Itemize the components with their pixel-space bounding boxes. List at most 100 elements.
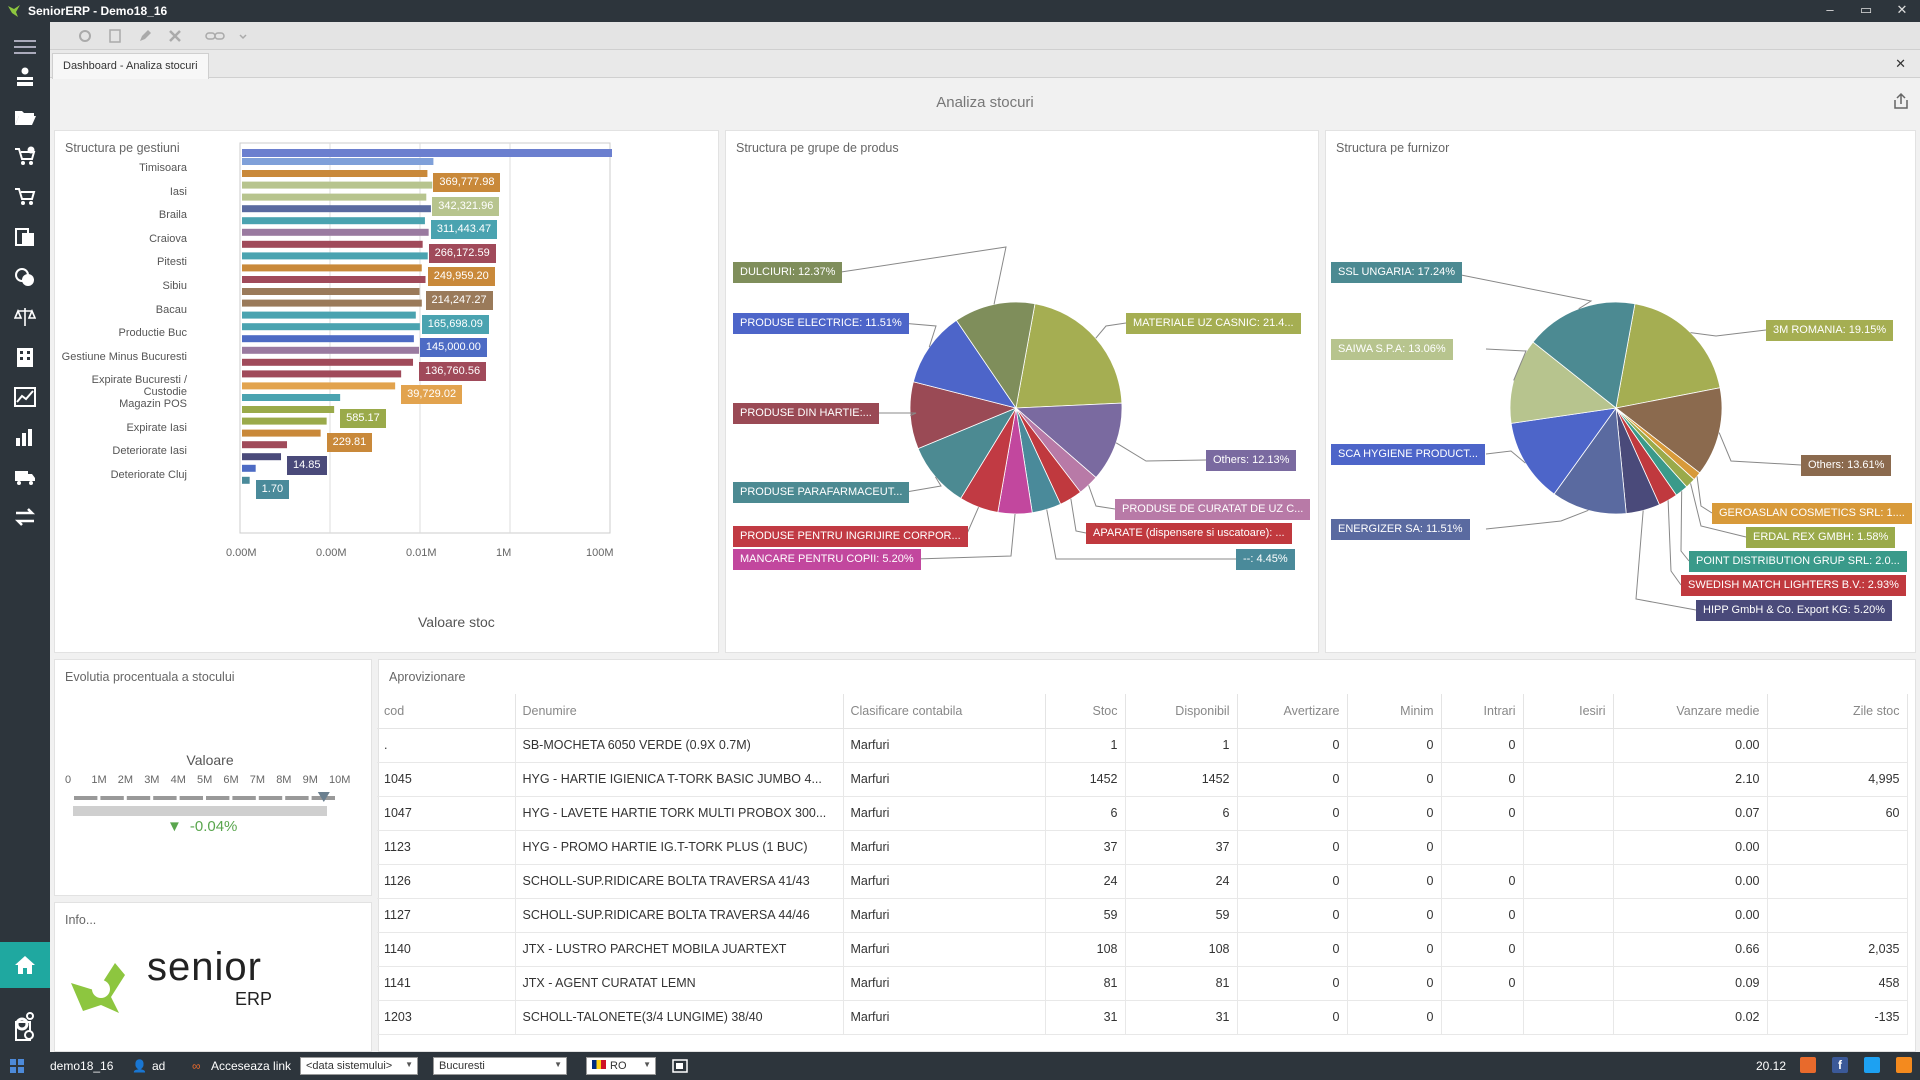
facebook-icon[interactable]: f [1832, 1057, 1848, 1073]
table-cell: Marfuri [843, 932, 1046, 967]
tab-dashboard[interactable]: Dashboard - Analiza stocuri [52, 53, 209, 79]
org-chart-icon[interactable] [8, 62, 42, 92]
link-icon[interactable]: ∞ [192, 1059, 201, 1073]
table-row[interactable]: 1203 SCHOLL-TALONETE(3/4 LUNGIME) 38/40 Ma… [377, 1000, 1908, 1035]
folder-open-icon[interactable] [8, 102, 42, 132]
pie-label: MANCARE PENTRU COPII: 5.20% [733, 549, 921, 570]
column-header[interactable]: Disponibil [1125, 694, 1238, 729]
bar [242, 346, 420, 354]
data-label: 249,959.20 [427, 267, 495, 287]
chevron-down-icon[interactable] [238, 29, 248, 43]
rss-icon[interactable] [1896, 1057, 1912, 1073]
table-cell: 108 [1045, 932, 1126, 967]
report-search-icon[interactable] [8, 1016, 42, 1046]
column-header[interactable]: Denumire [515, 694, 844, 729]
column-header[interactable]: Clasificare contabila [843, 694, 1046, 729]
bar [242, 299, 422, 307]
leader-line [1485, 450, 1526, 464]
y-tick-label: Timisoara [139, 162, 187, 174]
minimize-button[interactable]: – [1826, 2, 1834, 17]
documents-icon[interactable] [8, 222, 42, 252]
table-row[interactable]: . SB-MOCHETA 6050 VERDE (0.9X 0.7M) Marfur… [377, 728, 1908, 763]
language-value: RO [610, 1060, 627, 1072]
delete-icon[interactable] [168, 29, 182, 43]
trend-chart-icon[interactable] [8, 382, 42, 412]
table-cell [1523, 796, 1614, 831]
twitter-icon[interactable] [1864, 1057, 1880, 1073]
balance-scale-icon[interactable] [8, 302, 42, 332]
leader-line [1088, 485, 1116, 510]
column-header[interactable]: Zile stoc [1767, 694, 1908, 729]
table-row[interactable]: 1123 HYG - PROMO HARTIE IG.T-TORK PLUS (1… [377, 830, 1908, 865]
maximize-button[interactable]: ▭ [1859, 2, 1873, 17]
close-window-button[interactable]: ✕ [1896, 2, 1908, 17]
table-row[interactable]: 1141 JTX - AGENT CURATAT LEMN Marfuri 81 81 0… [377, 966, 1908, 1001]
table-cell: 59 [1045, 898, 1126, 933]
x-tick-label: 0.00M [226, 547, 257, 559]
data-label: 214,247.27 [425, 291, 493, 310]
table-row[interactable]: 1140 JTX - LUSTRO PARCHET MOBILA JUARTEXT… [377, 932, 1908, 967]
language-select[interactable]: RO ▼ [586, 1057, 656, 1075]
column-header[interactable]: Avertizare [1237, 694, 1348, 729]
app-icon[interactable] [1800, 1057, 1816, 1073]
pie-label: POINT DISTRIBUTION GRUP SRL: 2.0... [1689, 551, 1907, 572]
window-icon[interactable] [672, 1058, 688, 1074]
table-cell: SB-MOCHETA 6050 VERDE (0.9X 0.7M) [515, 728, 844, 763]
transfer-icon[interactable] [8, 502, 42, 532]
building-icon[interactable] [8, 342, 42, 372]
column-header[interactable]: Minim [1347, 694, 1442, 729]
column-header[interactable]: Iesiri [1523, 694, 1614, 729]
link-icon[interactable] [205, 29, 225, 43]
cart-icon[interactable] [8, 182, 42, 212]
pie-label: PRODUSE ELECTRICE: 11.51% [733, 313, 909, 334]
user-name[interactable]: ad [152, 1059, 166, 1073]
table-cell: SCHOLL-SUP.RIDICARE BOLTA TRAVERSA 44/46 [515, 898, 844, 933]
column-header[interactable]: Intrari [1441, 694, 1524, 729]
table-cell: 0 [1347, 796, 1442, 831]
export-icon[interactable] [1892, 92, 1910, 110]
access-link[interactable]: Acceseaza link [211, 1059, 292, 1073]
city-select[interactable]: Bucuresti ▼ [433, 1057, 567, 1075]
pie-slice [1615, 303, 1721, 409]
table-row[interactable]: 1047 HYG - LAVETE HARTIE TORK MULTI PROBO… [377, 796, 1908, 831]
refresh-icon[interactable] [78, 29, 92, 43]
status-bar: demo18_16 👤 ad ∞ Acceseaza link <data si… [0, 1052, 1920, 1080]
leader-line [1635, 510, 1697, 611]
gauge-tick-label: 0 [65, 774, 72, 786]
tab-strip: Dashboard - Analiza stocuri ✕ [50, 50, 1920, 79]
date-select[interactable]: <data sistemului> ▼ [300, 1057, 418, 1075]
user-icon[interactable]: 👤 [132, 1059, 147, 1073]
new-document-icon[interactable] [108, 29, 122, 43]
aprovizionare-table: cod Denumire Clasificare contabila Stoc Disp… [377, 694, 1908, 1035]
date-select-value: <data sistemului> [306, 1060, 393, 1072]
table-cell: Marfuri [843, 830, 1046, 865]
bar [242, 441, 288, 449]
delta-value: -0.04% [189, 818, 238, 835]
table-row[interactable]: 1127 SCHOLL-SUP.RIDICARE BOLTA TRAVERSA 4… [377, 898, 1908, 933]
leader-line [1095, 322, 1127, 339]
column-header[interactable]: Stoc [1045, 694, 1126, 729]
table-row[interactable]: 1126 SCHOLL-SUP.RIDICARE BOLTA TRAVERSA 4… [377, 864, 1908, 899]
data-label: 145,000.00 [419, 338, 487, 358]
table-row[interactable]: 1045 HYG - HARTIE IGIENICA T-TORK BASIC J… [377, 762, 1908, 797]
grid-icon[interactable] [10, 1059, 26, 1073]
table-cell: SCHOLL-SUP.RIDICARE BOLTA TRAVERSA 41/43 [515, 864, 844, 899]
truck-icon[interactable] [8, 462, 42, 492]
coins-icon[interactable] [8, 262, 42, 292]
table-cell: 59 [1125, 898, 1238, 933]
column-header[interactable]: cod [377, 694, 516, 729]
bar [242, 323, 420, 331]
table-cell [1441, 830, 1524, 865]
chevron-down-icon: ▼ [405, 1060, 413, 1069]
home-icon[interactable] [0, 942, 50, 988]
edit-icon[interactable] [138, 29, 152, 43]
bar-chart-icon[interactable] [8, 422, 42, 452]
table-cell: 37 [1045, 830, 1126, 865]
close-tab-button[interactable]: ✕ [1895, 56, 1906, 71]
sidebar [0, 22, 50, 1052]
cart-add-icon[interactable] [8, 142, 42, 172]
leader-line [1718, 432, 1802, 466]
table-cell: 0 [1347, 728, 1442, 763]
menu-icon[interactable] [8, 32, 42, 62]
column-header[interactable]: Vanzare medie [1613, 694, 1768, 729]
